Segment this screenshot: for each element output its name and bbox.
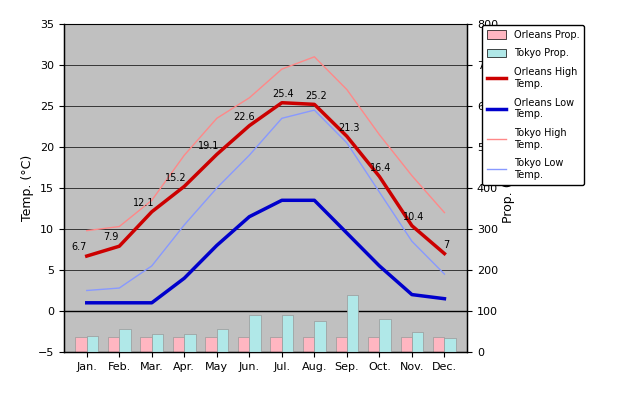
Bar [140, 337, 152, 352]
Bar [119, 330, 131, 352]
Bar [433, 337, 444, 352]
Bar [412, 332, 423, 352]
Bar [108, 337, 119, 352]
Bar [271, 337, 282, 352]
Bar [76, 337, 87, 352]
Bar [87, 336, 98, 352]
Bar [368, 337, 380, 352]
Text: 21.3: 21.3 [338, 122, 359, 132]
Text: 15.2: 15.2 [165, 173, 187, 183]
Bar [250, 315, 260, 352]
Text: 7.9: 7.9 [104, 232, 119, 242]
Text: 6.7: 6.7 [71, 242, 86, 252]
Text: 22.6: 22.6 [234, 112, 255, 122]
Bar [217, 330, 228, 352]
Text: 25.2: 25.2 [305, 91, 327, 101]
Y-axis label: Temp. (°C): Temp. (°C) [20, 155, 34, 221]
Bar [205, 337, 217, 352]
Bar [347, 294, 358, 352]
Text: 7: 7 [443, 240, 449, 250]
Bar [184, 334, 196, 352]
Bar [335, 337, 347, 352]
Bar [173, 337, 184, 352]
Bar [401, 337, 412, 352]
Bar [152, 334, 163, 352]
Bar [238, 337, 250, 352]
Bar [303, 337, 314, 352]
Text: 12.1: 12.1 [133, 198, 154, 208]
Bar [444, 338, 456, 352]
Legend: Orleans Prop., Tokyo Prop., Orleans High
Temp., Orleans Low
Temp., Tokyo High
Te: Orleans Prop., Tokyo Prop., Orleans High… [482, 25, 584, 185]
Text: 16.4: 16.4 [371, 163, 392, 173]
Text: 10.4: 10.4 [403, 212, 424, 222]
Y-axis label: Prop. (mm): Prop. (mm) [502, 153, 515, 223]
Text: 25.4: 25.4 [273, 89, 294, 99]
Text: 19.1: 19.1 [198, 141, 220, 151]
Bar [314, 321, 326, 352]
Bar [380, 319, 391, 352]
Bar [282, 315, 293, 352]
